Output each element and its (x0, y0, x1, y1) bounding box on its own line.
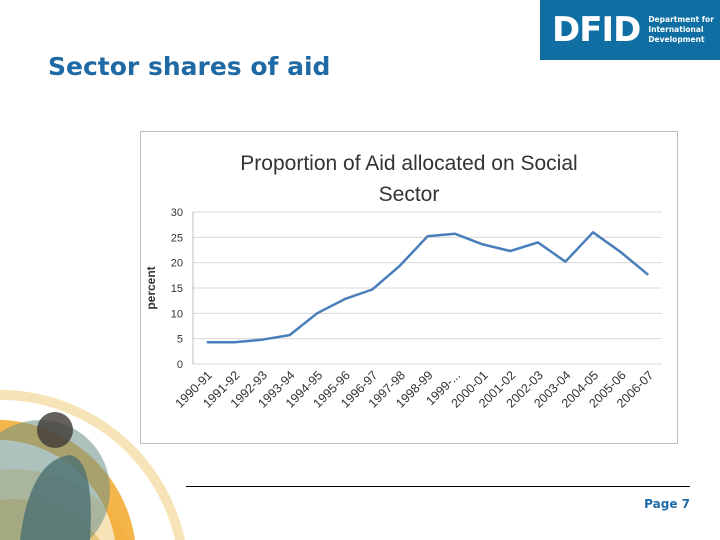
decorative-arcs-photo (0, 389, 185, 540)
slide-title: Sector shares of aid (48, 52, 331, 81)
y-tick-labels: 0 5 10 15 20 25 30 (171, 207, 183, 371)
y-tick-label-15: 15 (171, 283, 183, 295)
y-tick-label-0: 0 (177, 359, 183, 371)
chart-frame: Proportion of Aid allocated on Social Se… (140, 131, 678, 444)
x-tick-labels: 1990-911991-921992-931993-941994-951995-… (173, 368, 657, 410)
logo-line-1: Department for (648, 15, 714, 24)
y-tick-label-20: 20 (171, 258, 183, 270)
y-axis-label: percent (144, 266, 158, 309)
logo-mark: DFID (552, 10, 641, 50)
series-lines (206, 231, 649, 344)
decor-photo-figure-body (20, 455, 91, 540)
footer-divider (186, 486, 690, 487)
dfid-logo: DFID Department for International Develo… (540, 0, 720, 60)
chart-title-line-1: Proportion of Aid allocated on Social (240, 152, 577, 175)
y-tick-label-25: 25 (171, 232, 183, 244)
y-tick-label-10: 10 (171, 308, 183, 320)
decor-arc-outer (0, 389, 185, 540)
y-tick-label-30: 30 (171, 207, 183, 219)
line-chart: Proportion of Aid allocated on Social Se… (144, 152, 662, 411)
y-tick-label-5: 5 (177, 334, 183, 346)
decor-photo-figure (37, 412, 73, 448)
logo-line-2: International (648, 25, 704, 34)
logo-line-3: Development (648, 35, 705, 44)
page-number: Page 7 (644, 497, 690, 511)
logo-text: Department for International Development (648, 15, 714, 45)
series-line-0 (206, 231, 649, 344)
chart-title-line-2: Sector (379, 183, 440, 206)
